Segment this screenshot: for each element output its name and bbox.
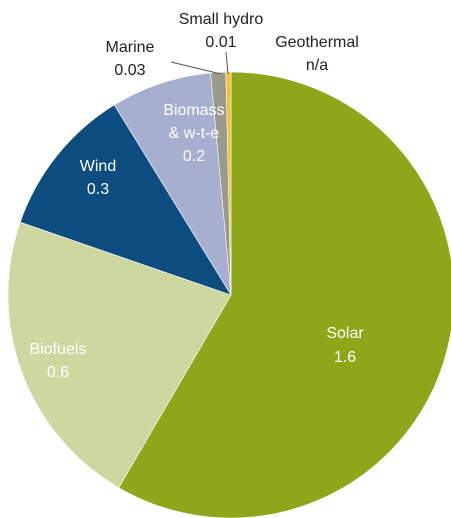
pie-slice-biofuels [7, 221, 232, 489]
slice-value-geothermal: n/a [306, 57, 328, 74]
pie-slice-biomass [113, 72, 232, 296]
slice-label-geothermal: Geothermal [275, 34, 359, 51]
slice-value-biomass: 0.2 [183, 148, 205, 165]
slice-value-solar: 1.6 [334, 349, 356, 366]
leader-line-marine [170, 61, 222, 75]
slice-label-biomass-line2: & w-t-e [169, 125, 220, 142]
slice-value-marine: 0.03 [114, 62, 145, 79]
slice-value-small-hydro: 0.01 [205, 34, 236, 51]
slice-value-biofuels: 0.6 [47, 364, 69, 381]
slice-label-marine: Marine [106, 39, 155, 56]
pie-labels: Solar 1.6 Biofuels 0.6 Wind 0.3 Biomass … [30, 11, 365, 381]
slice-label-solar: Solar [326, 325, 364, 342]
slice-label-small-hydro: Small hydro [179, 11, 264, 28]
slice-label-biofuels: Biofuels [30, 341, 87, 358]
pie-slice-wind [19, 104, 232, 296]
leader-lines [170, 51, 229, 75]
pie-slices [7, 71, 451, 518]
slice-label-wind: Wind [80, 158, 116, 175]
leader-line-small-hydro [225, 51, 229, 75]
slice-label-biomass-line1: Biomass [163, 102, 224, 119]
pie-slice-small-hydro [225, 71, 232, 296]
slice-value-wind: 0.3 [87, 181, 109, 198]
